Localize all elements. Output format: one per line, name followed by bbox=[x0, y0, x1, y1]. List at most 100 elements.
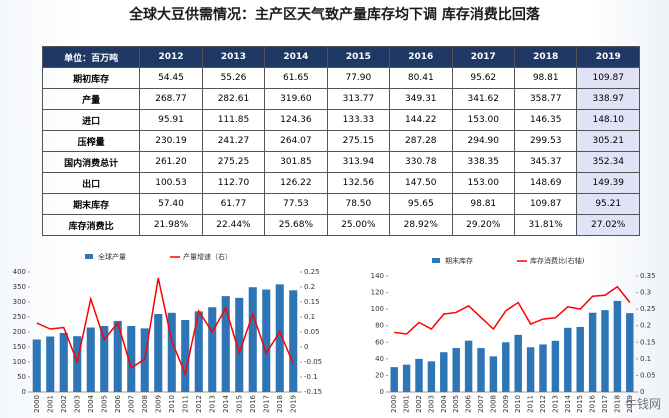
y2-tick-label: 0 bbox=[640, 388, 644, 396]
x-tick-label: 2001 bbox=[46, 395, 54, 413]
x-tick-label: 2004 bbox=[440, 394, 448, 412]
bar bbox=[427, 361, 436, 392]
x-tick-label: 2018 bbox=[276, 395, 284, 413]
bar bbox=[539, 344, 547, 392]
bar bbox=[194, 311, 203, 392]
y-tick-label: 200 bbox=[13, 328, 26, 336]
x-tick-label: 2018 bbox=[613, 395, 621, 413]
supply-demand-table: 单位：百万吨 2012 2013 2014 2015 2016 2017 2018 2019 期初… bbox=[41, 46, 640, 236]
table-cell: 库存消费比 bbox=[41, 214, 141, 236]
x-tick-label: 2002 bbox=[415, 395, 423, 413]
y-tick-label: 120 bbox=[371, 289, 384, 297]
x-tick-label: 2015 bbox=[235, 395, 243, 413]
bar bbox=[601, 310, 609, 392]
x-tick-label: 2016 bbox=[589, 394, 597, 412]
table-cell: 31.81% bbox=[513, 214, 578, 236]
x-tick-label: 2001 bbox=[403, 395, 411, 413]
x-tick-label: 2002 bbox=[60, 395, 68, 413]
bar bbox=[588, 312, 597, 392]
x-tick-label: 2019 bbox=[289, 395, 297, 413]
table-row: 进口 95.91 111.85 124.36 133.33 144.22 153.00 146… bbox=[41, 109, 640, 131]
legend-swatch bbox=[85, 254, 93, 259]
table-cell: 338.97 bbox=[576, 88, 640, 110]
y-tick-label: 300 bbox=[13, 298, 26, 306]
y-tick-label: 40 bbox=[375, 355, 384, 363]
y-tick-label: 100 bbox=[13, 358, 26, 366]
header-cell: 2017 bbox=[451, 46, 515, 68]
bar bbox=[477, 348, 485, 392]
x-tick-label: 2005 bbox=[452, 395, 460, 413]
table-cell: 28.92% bbox=[389, 214, 453, 236]
x-tick-label: 2017 bbox=[601, 395, 609, 413]
table-cell: 25.00% bbox=[326, 214, 391, 236]
y-tick-label: 0 bbox=[380, 388, 384, 396]
x-tick-label: 2006 bbox=[114, 394, 122, 412]
bar bbox=[154, 314, 163, 392]
y-tick-label: 140 bbox=[371, 272, 384, 280]
table-row: 期初库存 54.45 55.26 61.65 77.90 80.41 95.62 98.81 1… bbox=[41, 67, 640, 89]
x-tick-label: 2012 bbox=[195, 395, 203, 413]
y-tick-label: 50 bbox=[17, 373, 26, 381]
bar bbox=[452, 348, 460, 392]
table-row: 库存消费比 21.98% 22.44% 25.68% 25.00% 28.92% 29.20… bbox=[41, 214, 640, 236]
bar bbox=[402, 364, 411, 392]
header-cell: 2014 bbox=[264, 46, 328, 68]
header-cell: 2012 bbox=[139, 46, 203, 68]
bar bbox=[167, 312, 176, 392]
x-tick-label: 2000 bbox=[390, 395, 398, 413]
y2-tick-label: 0.25 bbox=[640, 305, 656, 313]
y2-tick-label: -0.05 bbox=[304, 358, 322, 366]
header-cell: 2018 bbox=[513, 46, 578, 68]
x-tick-label: 2009 bbox=[154, 395, 162, 413]
watermark: 牛钱网 bbox=[624, 397, 661, 411]
bar bbox=[181, 320, 190, 392]
table-row: 出口 100.53 112.70 126.22 132.56 147.50 153.00 14… bbox=[41, 172, 640, 194]
x-tick-label: 2011 bbox=[181, 395, 189, 413]
bar bbox=[502, 342, 510, 392]
x-tick-label: 2008 bbox=[489, 395, 497, 413]
x-tick-label: 2008 bbox=[141, 395, 149, 413]
table-row: 期末库存 57.40 61.77 77.53 78.50 95.65 98.81 109.87… bbox=[41, 193, 640, 215]
y2-tick-label: 0.35 bbox=[640, 272, 656, 280]
table-cell: 109.87 bbox=[576, 67, 640, 89]
y-tick-label: 150 bbox=[13, 343, 26, 351]
x-tick-label: 2000 bbox=[33, 395, 41, 413]
bar bbox=[221, 296, 230, 392]
x-tick-label: 2007 bbox=[127, 395, 135, 413]
x-tick-label: 2009 bbox=[502, 395, 510, 413]
x-tick-label: 2015 bbox=[576, 395, 584, 413]
y-tick-label: 80 bbox=[375, 322, 384, 330]
bar bbox=[440, 352, 448, 392]
y2-tick-label: 0.1 bbox=[304, 313, 315, 321]
header-cell: 单位：百万吨 bbox=[41, 46, 141, 68]
bar bbox=[86, 327, 95, 392]
bar bbox=[100, 326, 109, 392]
y2-tick-label: -0.1 bbox=[304, 373, 318, 381]
bar bbox=[262, 289, 271, 392]
bar bbox=[390, 367, 398, 392]
table-cell: 95.21 bbox=[576, 193, 640, 215]
y-tick-label: 60 bbox=[375, 338, 384, 346]
x-tick-label: 2007 bbox=[477, 395, 485, 413]
x-tick-label: 2005 bbox=[100, 395, 108, 413]
y2-tick-label: 0.05 bbox=[640, 371, 656, 379]
x-tick-label: 2013 bbox=[208, 395, 216, 413]
bar bbox=[140, 328, 149, 392]
bar bbox=[551, 340, 560, 392]
bar bbox=[59, 332, 68, 392]
legend-label: 全球产量 bbox=[98, 252, 126, 261]
x-tick-label: 2014 bbox=[564, 394, 572, 412]
header-cell: 2019 bbox=[576, 46, 640, 68]
y-tick-label: 250 bbox=[13, 313, 26, 321]
y2-tick-label: 0.15 bbox=[304, 298, 320, 306]
bar bbox=[613, 300, 622, 392]
y2-tick-label: -0.15 bbox=[304, 388, 322, 396]
legend-swatch bbox=[432, 258, 440, 263]
x-tick-label: 2012 bbox=[539, 395, 547, 413]
bar bbox=[235, 297, 244, 392]
bar bbox=[576, 326, 584, 392]
y2-tick-label: 0.05 bbox=[304, 328, 320, 336]
line-series bbox=[36, 277, 294, 377]
